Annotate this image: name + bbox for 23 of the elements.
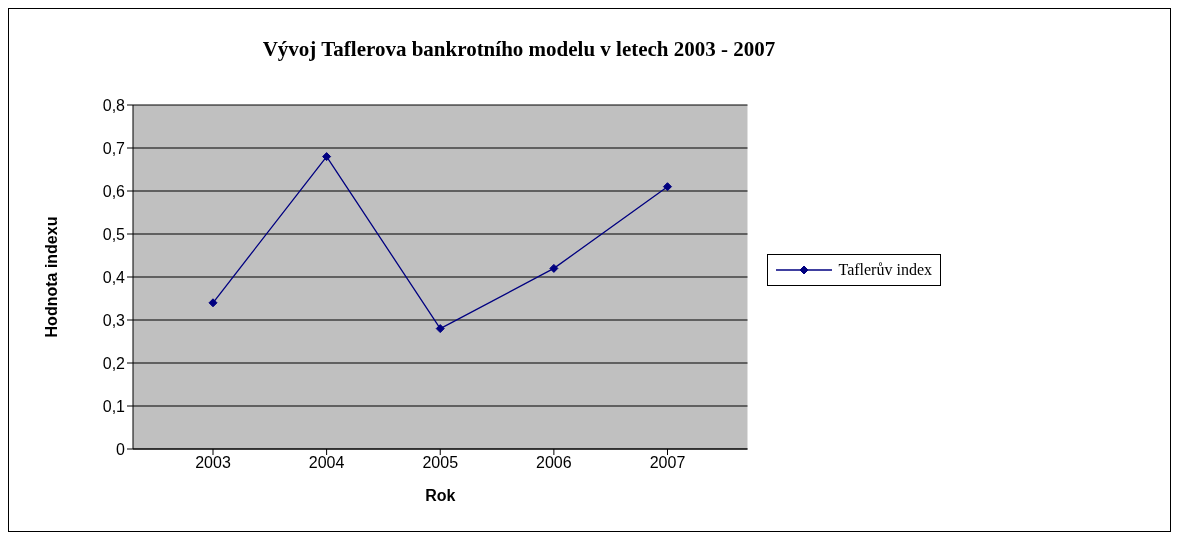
y-tick-label: 0,5: [102, 225, 126, 243]
y-tick-label: 0,4: [102, 268, 126, 286]
point: [208, 298, 218, 308]
x-tick-label: 2004: [308, 454, 345, 472]
point: [322, 152, 332, 162]
chart-title: Vývoj Taflerova bankrotního modelu v letech 2003 - 2007: [261, 37, 777, 62]
x-tick-label: 2007: [649, 454, 686, 472]
x-tick-label: 2006: [536, 454, 572, 472]
y-tick-label: 0,8: [102, 96, 126, 114]
y-tick-label: 0,6: [102, 182, 126, 200]
legend-label: Taflerův index: [838, 261, 932, 279]
point: [549, 263, 559, 273]
point: [662, 182, 672, 192]
x-tick-label: 2005: [422, 454, 459, 472]
y-tick-label: 0: [116, 440, 126, 458]
y-tick-label: 0,7: [102, 139, 126, 157]
point: [435, 324, 445, 334]
y-tick-label: 0,1: [102, 397, 126, 415]
y-tick-label: 0,2: [102, 354, 126, 372]
y-tick-label: 0,3: [102, 311, 126, 329]
y-axis-title: Hodnota indexu: [42, 216, 60, 338]
x-tick-label: 2003: [195, 454, 231, 472]
x-axis-title: Rok: [425, 487, 456, 504]
